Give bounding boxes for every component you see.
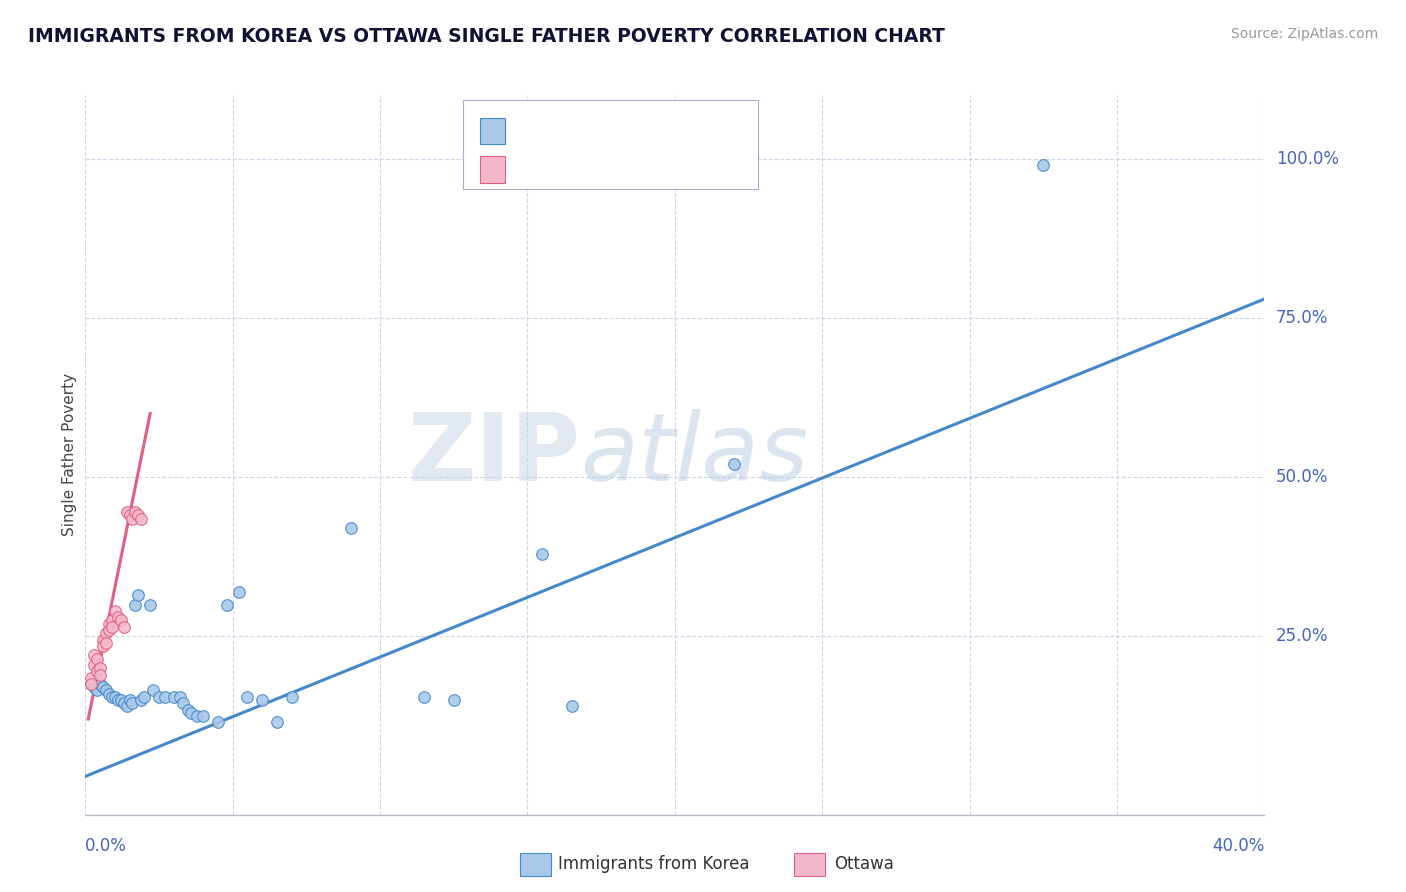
Point [104, 604, 127, 618]
Point [180, 706, 202, 720]
Point [186, 709, 208, 723]
Point [169, 690, 191, 704]
Text: Ottawa: Ottawa [834, 855, 894, 872]
Point [101, 690, 124, 704]
Point [131, 693, 153, 707]
Text: 50.0%: 50.0% [1275, 468, 1329, 486]
Point [94, 683, 117, 698]
Point [94, 626, 117, 640]
Point [207, 715, 229, 730]
Point [80, 677, 103, 691]
Point [1032, 158, 1054, 172]
Point [118, 508, 141, 523]
Point [89, 677, 111, 691]
Y-axis label: Single Father Poverty: Single Father Poverty [62, 374, 77, 536]
Point [110, 693, 132, 707]
Point [228, 584, 250, 599]
Text: R = 0.655   N = 26: R = 0.655 N = 26 [516, 159, 673, 177]
Point [723, 458, 745, 472]
Point [172, 696, 194, 710]
Point [89, 661, 111, 675]
Point [531, 547, 554, 561]
Point [124, 598, 146, 612]
Point [83, 680, 105, 694]
Point [97, 623, 120, 637]
Text: 25.0%: 25.0% [1275, 627, 1329, 645]
Point [91, 632, 114, 647]
Point [163, 690, 186, 704]
Point [86, 651, 108, 665]
Point [443, 693, 465, 707]
Point [91, 680, 114, 694]
Point [142, 683, 165, 698]
Text: Immigrants from Korea: Immigrants from Korea [558, 855, 749, 872]
Point [107, 610, 129, 624]
Point [89, 667, 111, 681]
Point [121, 511, 143, 525]
Point [148, 690, 170, 704]
Point [280, 690, 302, 704]
Point [124, 505, 146, 519]
Point [131, 511, 153, 525]
Point [121, 696, 143, 710]
Point [97, 616, 120, 631]
Point [413, 690, 436, 704]
Point [250, 693, 273, 707]
Point [101, 614, 124, 628]
Text: 100.0%: 100.0% [1275, 150, 1339, 168]
Point [118, 693, 141, 707]
Point [139, 598, 162, 612]
Text: IMMIGRANTS FROM KOREA VS OTTAWA SINGLE FATHER POVERTY CORRELATION CHART: IMMIGRANTS FROM KOREA VS OTTAWA SINGLE F… [28, 27, 945, 45]
Point [80, 671, 103, 685]
Point [134, 690, 156, 704]
Point [97, 687, 120, 701]
Text: 0.0%: 0.0% [86, 837, 127, 855]
Point [127, 588, 149, 602]
Text: atlas: atlas [581, 409, 808, 500]
Point [83, 648, 105, 663]
Point [193, 709, 215, 723]
Point [266, 715, 288, 730]
Point [112, 620, 135, 634]
Text: Source: ZipAtlas.com: Source: ZipAtlas.com [1230, 27, 1378, 41]
Point [115, 699, 138, 714]
Point [86, 665, 108, 679]
Text: 40.0%: 40.0% [1212, 837, 1264, 855]
Point [339, 521, 361, 535]
Point [236, 690, 259, 704]
Point [80, 677, 103, 691]
Point [101, 620, 124, 634]
Point [215, 598, 238, 612]
Point [107, 693, 129, 707]
Point [177, 702, 200, 716]
Point [561, 699, 583, 714]
Text: 75.0%: 75.0% [1275, 309, 1329, 327]
Point [86, 683, 108, 698]
Text: R = 0.541   N = 43: R = 0.541 N = 43 [516, 120, 673, 138]
Text: ZIP: ZIP [408, 409, 581, 501]
Point [83, 657, 105, 672]
Point [153, 690, 176, 704]
Point [91, 639, 114, 653]
Point [112, 696, 135, 710]
Point [115, 505, 138, 519]
Point [94, 636, 117, 650]
Point [104, 690, 127, 704]
Point [127, 508, 149, 523]
Point [110, 614, 132, 628]
